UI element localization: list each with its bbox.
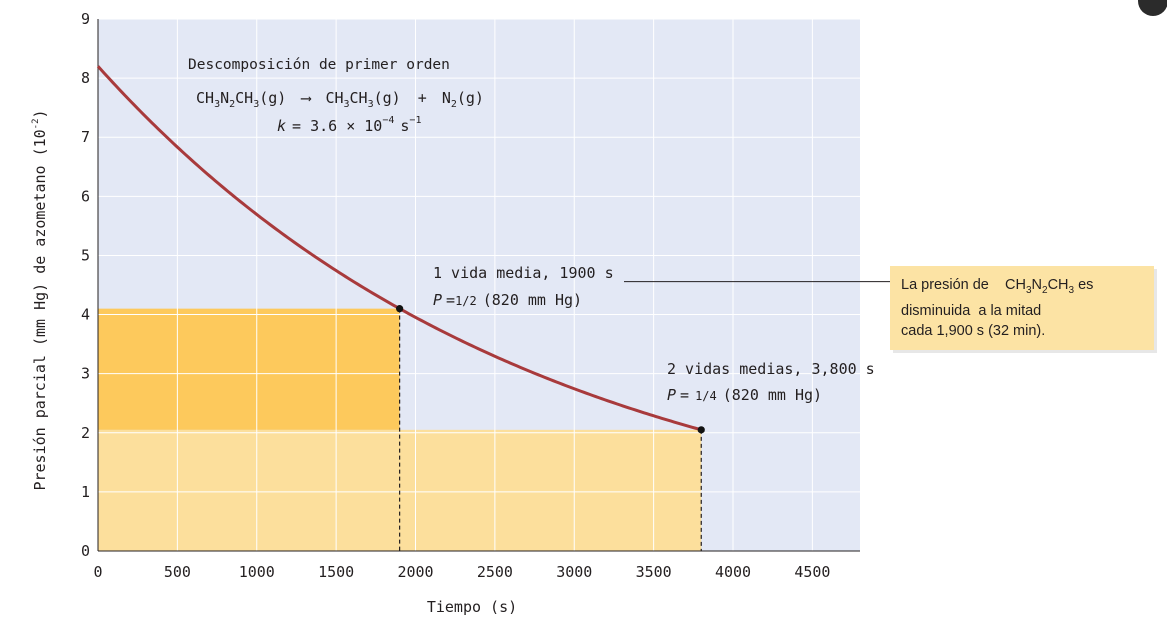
x-axis-label: Tiempo (s) [427,598,517,616]
y-tick-label: 6 [81,187,90,205]
callout-box: La presión de CH3N2CH3 es disminuida a l… [890,266,1154,350]
chart-title: Descomposición de primer orden [188,57,450,73]
y-tick-label: 3 [81,365,90,383]
product1-formula: CH3CH3(g) [325,89,400,110]
rate-constant: k = 3.6 × 10−4 s−1 [277,115,421,135]
axes [97,19,860,552]
data-point [396,305,404,313]
x-tick-label: 0 [93,563,102,581]
x-tick-label: 3000 [556,563,592,581]
product2-formula: N2(g) [442,89,484,110]
y-tick-label: 9 [81,10,90,28]
plus-sign: + [418,89,427,107]
y-tick-label: 8 [81,69,90,87]
x-tick-label: 2000 [397,563,433,581]
x-tick-label: 2500 [477,563,513,581]
tick-labels: 0 500 1000 1500 2000 2500 3000 3500 4000 4500 0 1 2 3… [81,10,830,581]
x-tick-label: 4000 [715,563,751,581]
y-tick-label: 7 [81,128,90,146]
annotation-pressure-1: P =1/2 (820 mm Hg) [433,291,582,309]
callout-line-3: cada 1,900 s (32 min). [901,322,1046,339]
callout-line-1: La presión de CH3N2CH3 es [901,277,1094,296]
data-point [697,426,705,434]
y-tick-label: 5 [81,246,90,264]
annotation-half-life-2: 2 vidas medias, 3,800 s [667,360,875,378]
y-tick-label: 1 [81,483,90,501]
x-tick-label: 500 [164,563,191,581]
y-tick-label: 2 [81,424,90,442]
half-life-guides [399,308,702,551]
half-life-points [396,305,705,434]
y-tick-label: 0 [81,542,90,560]
grid-lines [98,18,860,551]
reactant-formula: CH3N2CH3(g) [196,89,286,110]
x-tick-label: 1000 [239,563,275,581]
y-tick-label: 4 [81,306,90,324]
reaction-arrow: ⟶ [300,89,311,107]
y-axis-label: Presión parcial (mm Hg) de azometano (10… [31,109,49,490]
annotation-half-life-1: 1 vida media, 1900 s [433,264,614,282]
x-tick-label: 4500 [794,563,830,581]
x-tick-label: 3500 [636,563,672,581]
shaded-region-2 [98,308,400,430]
x-tick-label: 1500 [318,563,354,581]
reaction-equation: CH3N2CH3(g) ⟶ CH3CH3(g) + N2(g) [196,89,484,110]
corner-badge [1138,0,1167,16]
callout-line-2: disminuida a la mitad [901,302,1042,319]
annotation-pressure-2: P = 1/4 (820 mm Hg) [667,386,822,404]
callout-species-formula: CH3N2CH3 [1005,277,1075,296]
